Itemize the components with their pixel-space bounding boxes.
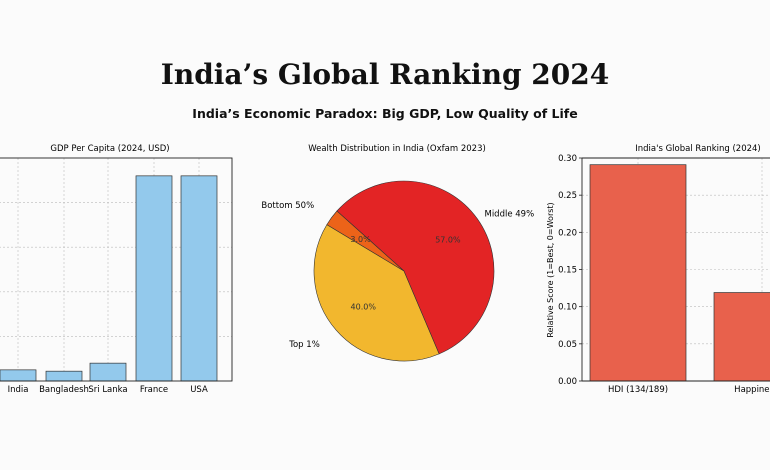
- rank-xticks: HDI (134/189) Happiness (1: [608, 385, 770, 395]
- pie-slice: [326, 210, 405, 272]
- gdp-xtick-label: USA: [190, 385, 208, 395]
- rank-xtick-label: Happiness (1: [734, 385, 770, 395]
- gdp-chart: GDP Per Capita (2024, USD) India Banglade…: [0, 144, 233, 395]
- gdp-xtick-label: France: [140, 385, 168, 395]
- pie-percent-label: 57.0%: [435, 236, 461, 245]
- rank-bars: [589, 164, 770, 382]
- pie-slice: [336, 180, 495, 355]
- rank-ytick-label: 0.15: [558, 266, 577, 276]
- gdp-bar: [45, 370, 83, 382]
- gdp-plot-frame: [0, 157, 233, 382]
- gdp-xtick-label: Bangladesh: [39, 385, 89, 395]
- wealth-pie-chart: Wealth Distribution in India (Oxfam 2023…: [261, 144, 534, 362]
- rank-yticks: 0.00 0.05 0.10 0.15 0.20 0.25 0.30: [558, 154, 582, 387]
- gdp-bar: [0, 369, 37, 382]
- gdp-bar: [180, 175, 218, 382]
- gdp-bar: [135, 175, 173, 382]
- pie-labels: 40.0% Top 1% 57.0% Middle 49% 3.0% Bottom 50%: [261, 201, 534, 350]
- pie-percent-label: 3.0%: [350, 235, 371, 244]
- pie-slice: [313, 224, 440, 362]
- rank-ytick-label: 0.05: [558, 340, 577, 350]
- gdp-bar: [89, 362, 127, 382]
- pie-slices: [313, 180, 495, 362]
- gdp-chart-title: GDP Per Capita (2024, USD): [50, 144, 169, 154]
- rank-bar: [589, 164, 687, 382]
- rank-y-axis-label: Relative Score (1=Best, 0=Worst): [546, 202, 555, 337]
- rank-chart-title: India's Global Ranking (2024): [635, 144, 761, 154]
- gdp-xtick-label: Sri Lanka: [88, 385, 127, 395]
- rank-ytick-label: 0.30: [558, 154, 577, 164]
- rank-xtick-label: HDI (134/189): [608, 385, 668, 395]
- rank-ytick-label: 0.20: [558, 228, 577, 238]
- pie-chart-title: Wealth Distribution in India (Oxfam 2023…: [308, 144, 486, 154]
- pie-slice-label: Middle 49%: [484, 209, 534, 219]
- ranking-chart: India's Global Ranking (2024) 0.000.050.…: [546, 144, 770, 395]
- pie-slice-label: Top 1%: [288, 340, 320, 350]
- gdp-xtick-label: India: [8, 385, 29, 395]
- gdp-xticks: India Bangladesh Sri Lanka France USA: [8, 385, 208, 395]
- rank-bar: [713, 292, 770, 382]
- page-title: India’s Global Ranking 2024: [160, 58, 610, 91]
- rank-ytick-label: 0.25: [558, 191, 577, 201]
- pie-percent-label: 40.0%: [351, 302, 377, 311]
- pie-slice-label: Bottom 50%: [261, 201, 314, 211]
- rank-ytick-label: 0.10: [558, 303, 577, 313]
- page-subtitle: India’s Economic Paradox: Big GDP, Low Q…: [192, 106, 578, 121]
- rank-ytick-label: 0.00: [558, 377, 577, 387]
- gdp-bars: [0, 175, 218, 382]
